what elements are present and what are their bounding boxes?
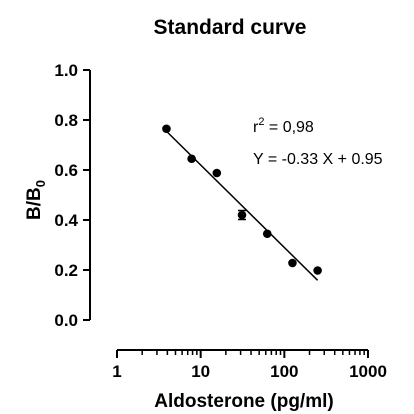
data-point [212,168,222,178]
chart-title: Standard curve [154,16,307,39]
y-tick-label: 0.0 [54,311,78,330]
regression-equation: Y = -0.33 X + 0.95 [253,151,383,168]
y-tick-label: 0.2 [54,261,78,280]
y-axis-label-main: B/B [24,187,45,220]
y-tick-label: 0.6 [54,161,78,180]
x-axis: 1 10 100 1000 [112,349,387,381]
y-axis: 0.0 0.2 0.4 0.6 0.8 1.0 [54,61,91,330]
data-point [262,229,272,239]
y-tick-label: 0.4 [54,211,78,230]
r-squared-annotation: r2 = 0,98 [253,116,314,136]
y-axis-label: B/B0 [24,180,48,220]
x-tick-label: 10 [191,362,210,381]
data-point [187,154,196,164]
x-tick-label: 1 [112,362,121,381]
x-tick-label: 100 [270,362,298,381]
data-points [162,124,322,275]
r2-prefix: r [253,119,259,136]
data-point [237,210,247,220]
r2-value: = 0,98 [264,119,313,136]
y-tick-label: 1.0 [54,61,78,80]
x-axis-label: Aldosterone (pg/ml) [154,391,333,412]
data-point [288,258,297,268]
data-point [162,124,171,134]
data-point [313,266,322,275]
x-tick-label: 1000 [349,362,387,381]
r2-superscript: 2 [258,116,264,128]
y-tick-label: 0.8 [54,111,78,130]
y-axis-label-subscript: 0 [33,180,48,187]
